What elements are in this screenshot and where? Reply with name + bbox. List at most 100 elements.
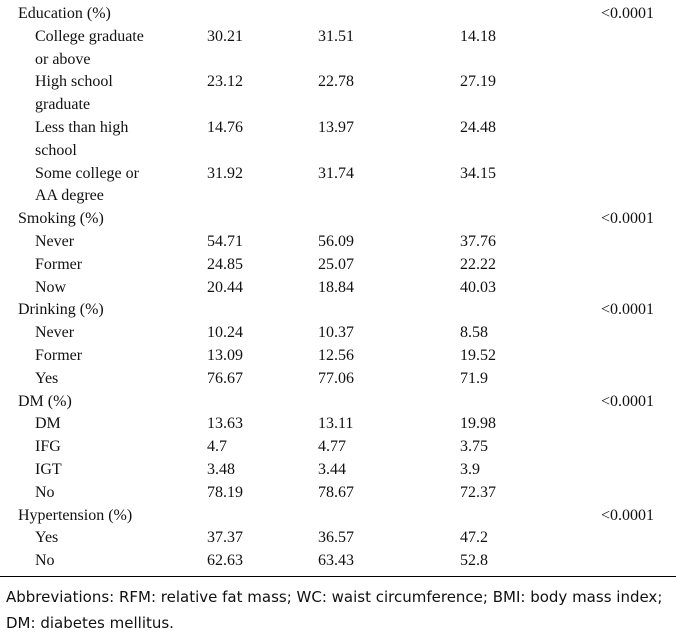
table-row: No 78.19 78.67 72.37	[0, 482, 676, 505]
table-row: school	[0, 140, 676, 163]
row-label: IFG	[35, 438, 61, 456]
value-col-2: 3.44	[318, 461, 346, 478]
table-row: Yes 76.67 77.06 71.9	[0, 368, 676, 391]
row-label: Now	[35, 278, 67, 296]
table-row: IFG 4.7 4.77 3.75	[0, 436, 676, 459]
value-col-3: 8.58	[460, 324, 488, 342]
table-section-row: Drinking (%) <0.0001	[0, 299, 676, 322]
value-col-1: 13.63	[207, 415, 243, 433]
row-label: graduate	[35, 96, 91, 114]
value-col-3: 19.98	[460, 415, 496, 433]
table-row: No 62.63 63.43 52.8	[0, 550, 676, 573]
table-bottom-rule	[0, 576, 676, 577]
value-col-3: 14.18	[460, 27, 496, 45]
value-col-3: 34.15	[460, 164, 496, 182]
table-row: High school 23.12 22.78 27.19	[0, 71, 676, 94]
value-col-2: 4.77	[318, 438, 346, 456]
value-col-3: 24.48	[460, 119, 496, 136]
value-col-1: 37.37	[207, 529, 243, 547]
table-row: Some college or 31.92 31.74 34.15	[0, 163, 676, 186]
value-col-1: 76.67	[207, 369, 243, 387]
value-col-2: 31.74	[318, 164, 354, 182]
table-row: graduate	[0, 94, 676, 117]
value-col-2: 22.78	[318, 73, 354, 91]
value-col-1: 54.71	[207, 233, 243, 250]
row-label: Education (%)	[18, 5, 111, 22]
table-section-row: Hypertension (%) <0.0001	[0, 505, 676, 528]
table-row: IGT 3.48 3.44 3.9	[0, 459, 676, 482]
row-label: Former	[35, 255, 83, 273]
table-row: Less than high 14.76 13.97 24.48	[0, 117, 676, 140]
table-section-row: DM (%) <0.0001	[0, 391, 676, 414]
value-col-2: 77.06	[318, 369, 354, 387]
value-col-1: 3.48	[207, 461, 235, 478]
table-section-row: Education (%) <0.0001	[0, 3, 676, 26]
p-value: <0.0001	[600, 506, 654, 524]
value-col-3: 47.2	[460, 529, 488, 547]
row-label: Yes	[35, 529, 59, 547]
row-label: High school	[35, 73, 113, 91]
value-col-2: 56.09	[318, 233, 354, 250]
p-value: <0.0001	[600, 392, 654, 410]
row-label: Never	[35, 233, 75, 250]
table-row: College graduate 30.21 31.51 14.18	[0, 26, 676, 49]
value-col-2: 31.51	[318, 27, 354, 45]
value-col-1: 23.12	[207, 73, 243, 91]
table-row: Now 20.44 18.84 40.03	[0, 277, 676, 300]
value-col-2: 18.84	[318, 278, 354, 296]
value-col-1: 13.09	[207, 347, 243, 364]
value-col-3: 52.8	[460, 552, 488, 570]
value-col-2: 36.57	[318, 529, 354, 547]
table-row: AA degree	[0, 185, 676, 208]
value-col-2: 63.43	[318, 552, 354, 570]
table-row: Yes 37.37 36.57 47.2	[0, 527, 676, 550]
table-row: or above	[0, 49, 676, 72]
row-label: No	[35, 552, 55, 570]
row-label: school	[35, 141, 77, 159]
value-col-2: 13.97	[318, 119, 354, 136]
row-label: Hypertension (%)	[18, 506, 133, 524]
value-col-3: 3.75	[460, 438, 488, 456]
row-label: AA degree	[35, 187, 104, 205]
table-section-row: Smoking (%) <0.0001	[0, 208, 676, 231]
p-value: <0.0001	[600, 210, 654, 228]
value-col-2: 13.11	[318, 415, 354, 433]
value-col-3: 72.37	[460, 483, 496, 501]
row-label: DM	[35, 415, 61, 433]
row-label: Never	[35, 324, 75, 342]
table-row: DM 13.63 13.11 19.98	[0, 413, 676, 436]
table-row: Never 54.71 56.09 37.76	[0, 231, 676, 254]
table-footnote: Abbreviations: RFM: relative fat mass; W…	[6, 588, 663, 632]
p-value: <0.0001	[600, 301, 654, 319]
value-col-3: 37.76	[460, 233, 496, 250]
row-label: No	[35, 483, 55, 501]
value-col-1: 14.76	[207, 119, 243, 136]
row-label: DM (%)	[18, 392, 72, 410]
value-col-2: 10.37	[318, 324, 354, 342]
row-label: IGT	[35, 461, 62, 478]
table-row: Never 10.24 10.37 8.58	[0, 322, 676, 345]
table-row: Former 13.09 12.56 19.52	[0, 345, 676, 368]
value-col-1: 24.85	[207, 255, 243, 273]
value-col-3: 71.9	[460, 369, 488, 387]
row-label: Some college or	[35, 164, 139, 182]
value-col-1: 30.21	[207, 27, 243, 45]
value-col-1: 62.63	[207, 552, 243, 570]
value-col-3: 27.19	[460, 73, 496, 91]
row-label: Smoking (%)	[18, 210, 104, 228]
value-col-1: 10.24	[207, 324, 243, 342]
row-label: Drinking (%)	[18, 301, 104, 319]
value-col-2: 25.07	[318, 255, 354, 273]
value-col-3: 3.9	[460, 461, 480, 478]
row-label: College graduate	[35, 27, 144, 45]
table-row: Former 24.85 25.07 22.22	[0, 254, 676, 277]
value-col-1: 78.19	[207, 483, 243, 501]
row-label: Former	[35, 347, 83, 364]
value-col-3: 40.03	[460, 278, 496, 296]
value-col-1: 4.7	[207, 438, 227, 456]
value-col-1: 20.44	[207, 278, 243, 296]
row-label: Yes	[35, 369, 59, 387]
value-col-2: 12.56	[318, 347, 354, 364]
value-col-3: 22.22	[460, 255, 496, 273]
value-col-1: 31.92	[207, 164, 243, 182]
